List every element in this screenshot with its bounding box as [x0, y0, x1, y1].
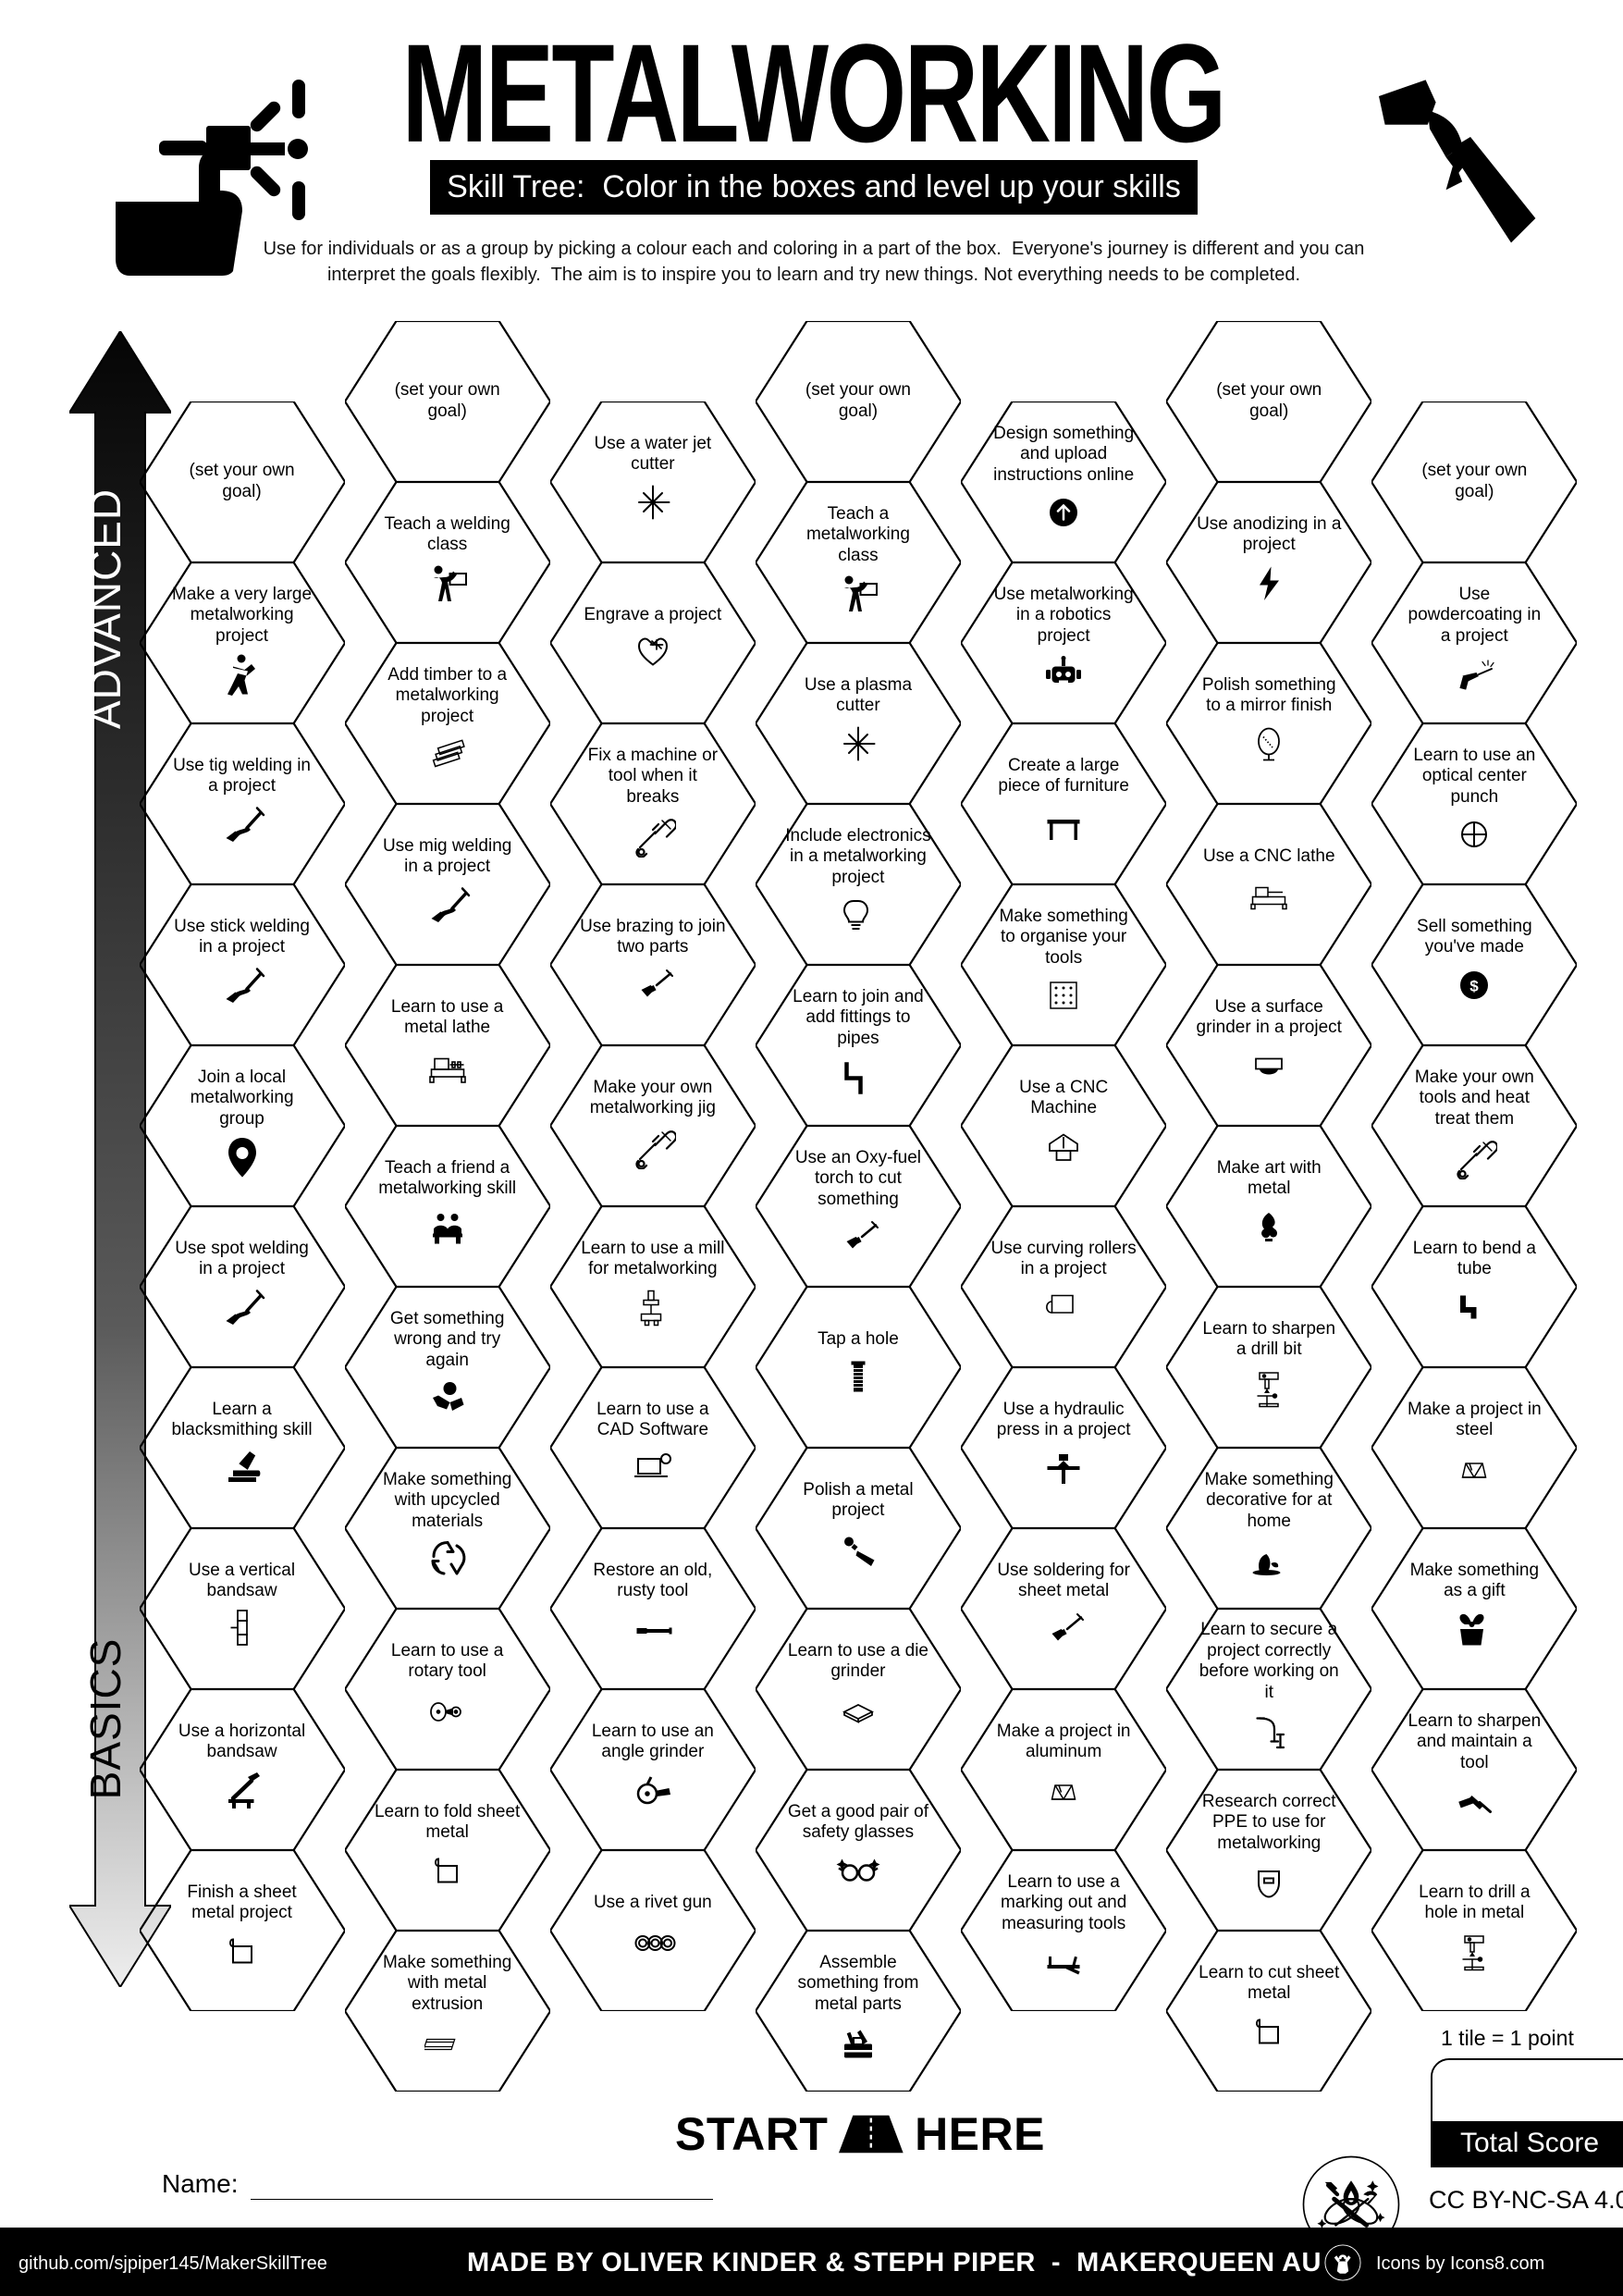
svg-text:ADVANCED: ADVANCED	[81, 488, 129, 729]
svg-text:$: $	[1470, 977, 1480, 994]
svg-text:BASICS: BASICS	[81, 1638, 129, 1800]
